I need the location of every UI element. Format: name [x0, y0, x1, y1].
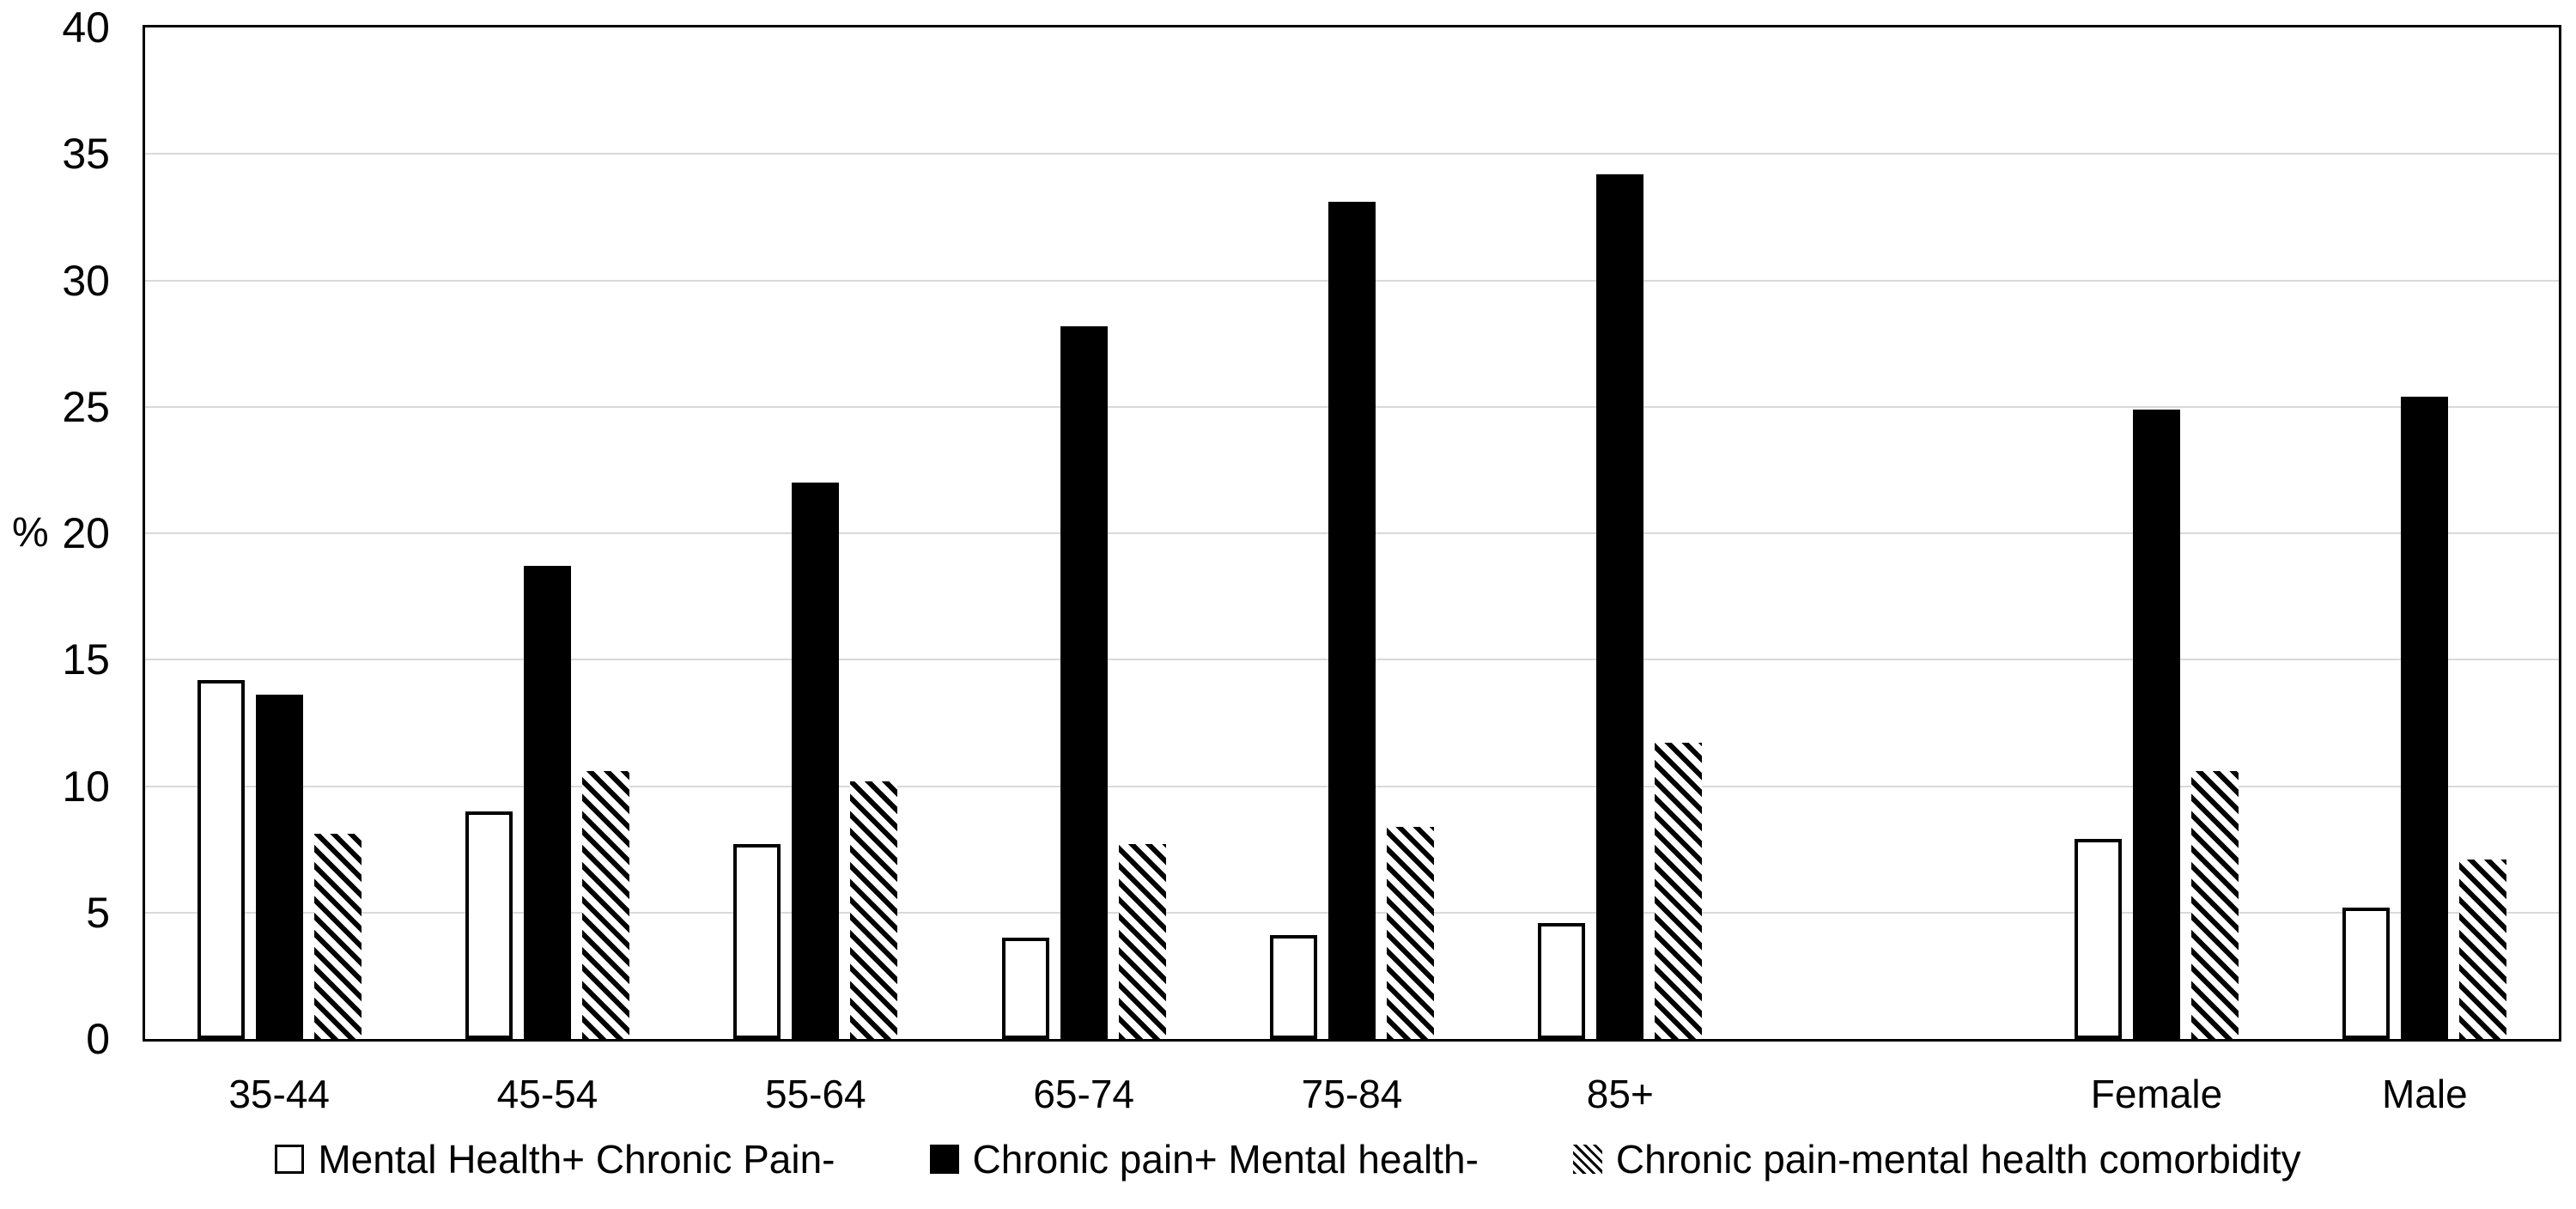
x-tick-label-Male: Male: [2381, 1072, 2468, 1116]
bar-85+-series1: [1538, 922, 1586, 1039]
x-axis-labels: 35-44 45-54 55-64 65-74 75-84 85+ Female Male: [145, 1072, 2559, 1123]
bar-35-44-series2: [255, 695, 303, 1039]
y-axis-title: %: [12, 510, 49, 556]
bar-Male-series3: [2459, 859, 2507, 1039]
y-tick-label-30: 30: [62, 256, 110, 305]
bar-Male-series2: [2401, 396, 2449, 1039]
x-tick-label-Female: Female: [2090, 1072, 2223, 1116]
bar-55-64-series1: [733, 844, 781, 1039]
y-tick-label-10: 10: [62, 762, 110, 811]
bar-55-64-series2: [792, 483, 840, 1039]
bar-35-44-series3: [313, 834, 361, 1039]
bar-65-74-series3: [1118, 844, 1166, 1039]
y-tick-label-25: 25: [62, 382, 110, 431]
x-tick-label-35-44: 35-44: [228, 1072, 330, 1116]
gridline-35: [145, 153, 2559, 155]
y-tick-label-35: 35: [62, 130, 110, 179]
y-tick-label-20: 20: [62, 509, 110, 557]
bar-Female-series3: [2191, 770, 2239, 1039]
bar-Female-series2: [2133, 409, 2180, 1039]
bar-45-54-series2: [524, 566, 571, 1039]
x-tick-label-55-64: 55-64: [764, 1072, 866, 1116]
x-tick-label-85+: 85+: [1586, 1072, 1654, 1116]
bar-85+-series3: [1655, 743, 1703, 1039]
legend-item-mental-health-plus: Mental Health+ Chronic Pain-: [275, 1135, 835, 1183]
white-square-legend-icon: [275, 1145, 305, 1174]
legend-item-comorbidity: Chronic pain-mental health comorbidity: [1572, 1135, 2301, 1183]
bar-Male-series1: [2342, 907, 2391, 1039]
bar-45-54-series3: [582, 770, 629, 1039]
bar-55-64-series3: [850, 781, 898, 1039]
bar-Female-series1: [2075, 839, 2122, 1039]
plot-area: [143, 25, 2561, 1042]
legend-label: Chronic pain+ Mental health-: [972, 1137, 1479, 1182]
bar-65-74-series2: [1060, 325, 1108, 1039]
y-tick-label-0: 0: [86, 1015, 110, 1063]
y-tick-label-15: 15: [62, 635, 110, 684]
x-tick-label-65-74: 65-74: [1033, 1072, 1134, 1116]
legend-item-chronic-pain-plus: Chronic pain+ Mental health-: [929, 1135, 1479, 1183]
black-square-legend-icon: [929, 1145, 959, 1174]
legend-label: Chronic pain-mental health comorbidity: [1615, 1137, 2301, 1182]
bar-75-84-series3: [1387, 826, 1434, 1039]
bar-35-44-series1: [197, 679, 245, 1039]
legend-label: Mental Health+ Chronic Pain-: [318, 1137, 835, 1182]
bar-85+-series2: [1596, 173, 1644, 1039]
bar-45-54-series1: [465, 811, 513, 1039]
legend: Mental Health+ Chronic Pain- Chronic pai…: [0, 1135, 2576, 1183]
y-tick-label-40: 40: [62, 3, 110, 52]
y-tick-label-5: 5: [86, 888, 110, 937]
bar-75-84-series1: [1270, 935, 1317, 1039]
bar-75-84-series2: [1328, 202, 1376, 1039]
x-tick-label-75-84: 75-84: [1301, 1072, 1403, 1116]
hatched-square-legend-icon: [1572, 1145, 1602, 1174]
x-tick-label-45-54: 45-54: [496, 1072, 598, 1116]
bar-65-74-series1: [1001, 938, 1049, 1039]
